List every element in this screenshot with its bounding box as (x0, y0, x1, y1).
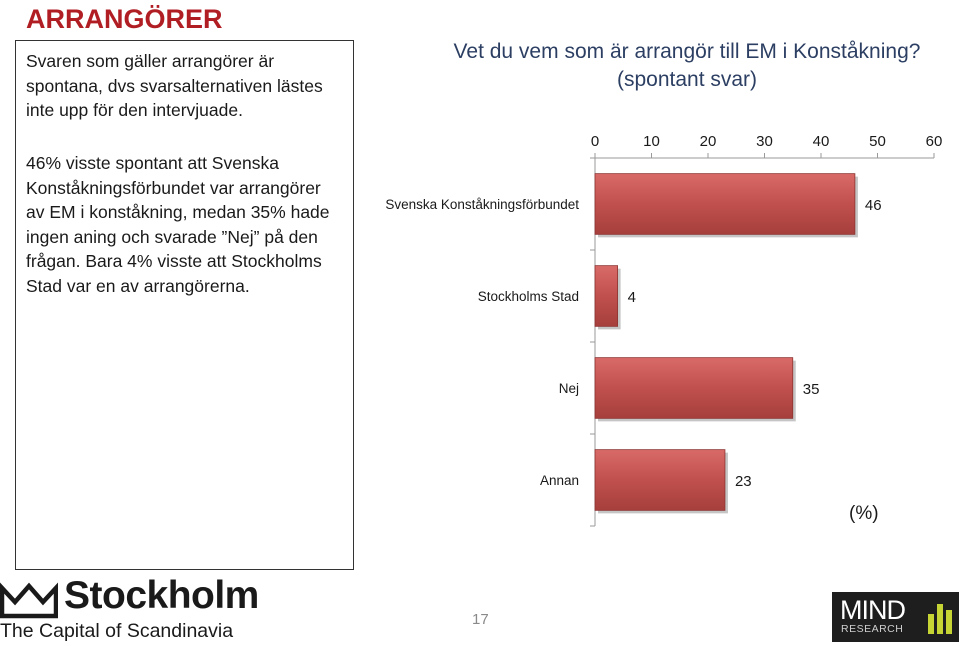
intro-paragraph: Svaren som gäller arrangörer är spontana… (26, 51, 323, 120)
x-tick-label: 40 (813, 133, 830, 150)
x-tick-label: 0 (591, 133, 599, 150)
category-label: Svenska Konståkningsförbundet (385, 197, 579, 212)
category-label: Stockholms Stad (478, 289, 579, 304)
crown-icon (0, 582, 58, 619)
chart-subtitle: (spontant svar) (616, 68, 758, 91)
logo-tagline: The Capital of Scandinavia (0, 620, 234, 642)
bar-chart-icon (928, 604, 952, 634)
x-tick-label: 60 (926, 133, 943, 150)
logo-wordmark: Stockholm (64, 574, 259, 617)
x-tick-label: 30 (756, 133, 773, 150)
text-panel: Svaren som gäller arrangörer är spontana… (15, 40, 354, 570)
mind-research-logo: MIND RESEARCH (832, 592, 959, 642)
summary-paragraph: 46% visste spontant att Svenska Konståkn… (26, 153, 330, 296)
data-label: 35 (803, 381, 820, 398)
data-label: 4 (628, 289, 636, 306)
bar (594, 449, 726, 511)
data-label: 23 (735, 473, 752, 490)
bar (594, 357, 794, 419)
mind-wordmark: MIND (840, 595, 906, 625)
data-label: 46 (865, 197, 882, 214)
x-tick-label: 20 (700, 133, 717, 150)
page-number: 17 (472, 611, 489, 628)
category-label: Annan (540, 473, 579, 488)
bar (594, 173, 856, 235)
page-title: ARRANGÖRER (26, 4, 223, 34)
unit-label: (%) (849, 503, 879, 524)
bar (594, 265, 619, 327)
stockholm-logo: Stockholm The Capital of Scandinavia (0, 574, 262, 646)
x-tick-label: 10 (643, 133, 660, 150)
mind-subtitle: RESEARCH (841, 623, 904, 635)
chart-title: Vet du vem som är arrangör till EM i Kon… (453, 40, 921, 63)
x-tick-label: 50 (869, 133, 886, 150)
category-label: Nej (559, 381, 579, 396)
